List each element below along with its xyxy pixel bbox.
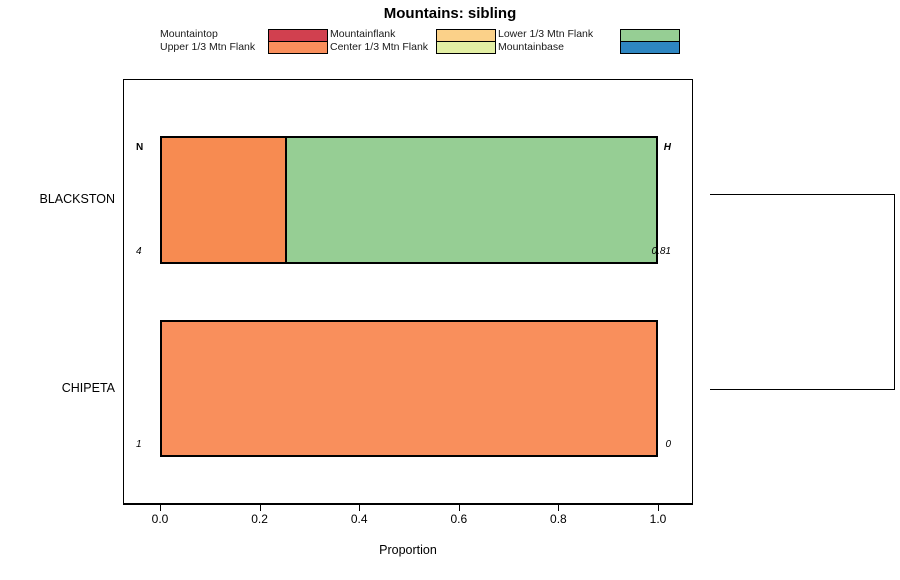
bar-annotation-h-value: 0 xyxy=(665,439,671,450)
bar-segment[interactable] xyxy=(162,322,656,455)
legend-column-2: Mountainflank Center 1/3 Mtn Flank xyxy=(330,28,498,56)
legend-swatch-group-3 xyxy=(620,29,680,54)
bar-annotation-n-value: 1 xyxy=(136,439,142,450)
page-title: Mountains: sibling xyxy=(383,5,517,22)
legend-label-lower-third: Lower 1/3 Mtn Flank xyxy=(498,28,594,40)
legend-swatch-group-2 xyxy=(436,29,496,54)
x-axis-tick-label: 0.6 xyxy=(450,512,468,526)
bar-annotation-h-value: 0.81 xyxy=(651,246,671,257)
legend: Mountaintop Upper 1/3 Mtn Flank Mountain… xyxy=(160,28,680,56)
legend-label-mountainflank: Mountainflank xyxy=(330,28,396,40)
bar-annotation-h-header: H xyxy=(663,142,671,153)
legend-swatch-group-1 xyxy=(268,29,328,54)
side-panel xyxy=(710,194,895,390)
x-axis-tick xyxy=(259,504,261,511)
x-axis-tick-label: 1.0 xyxy=(649,512,667,526)
legend-column-3-labels: Lower 1/3 Mtn Flank Mountainbase xyxy=(498,28,593,54)
bar-annotation-n-value: 4 xyxy=(136,246,142,257)
bar-segment[interactable] xyxy=(285,138,656,262)
legend-label-mountaintop: Mountaintop xyxy=(160,28,218,40)
x-axis-tick xyxy=(458,504,460,511)
x-axis-title: Proportion xyxy=(379,543,437,557)
x-axis-tick xyxy=(558,504,560,511)
legend-label-mountainbase: Mountainbase xyxy=(498,41,564,53)
legend-column-2-labels: Mountainflank Center 1/3 Mtn Flank xyxy=(330,28,428,54)
bar-segment[interactable] xyxy=(162,138,285,262)
x-axis-tick-label: 0.8 xyxy=(550,512,567,526)
legend-swatch-center-third xyxy=(437,41,495,53)
legend-column-1: Mountaintop Upper 1/3 Mtn Flank xyxy=(160,28,330,56)
legend-column-1-labels: Mountaintop Upper 1/3 Mtn Flank xyxy=(160,28,255,54)
legend-swatch-lower-third xyxy=(621,30,679,42)
stacked-bar[interactable] xyxy=(160,136,658,264)
legend-label-upper-third: Upper 1/3 Mtn Flank xyxy=(160,41,256,53)
legend-swatch-mountaintop xyxy=(269,30,327,42)
legend-swatch-mountainflank xyxy=(437,30,495,42)
y-axis-label-blackston: BLACKSTON xyxy=(39,192,116,206)
bar-annotation-n-header: N xyxy=(136,142,144,153)
legend-swatch-upper-third xyxy=(269,41,327,53)
x-axis-line xyxy=(123,504,693,505)
y-axis-label-chipeta: CHIPETA xyxy=(61,380,115,395)
x-axis-tick-label: 0.0 xyxy=(151,512,169,526)
legend-column-3: Lower 1/3 Mtn Flank Mountainbase xyxy=(498,28,680,56)
stacked-bar[interactable] xyxy=(160,320,658,457)
x-axis-tick xyxy=(359,504,361,511)
legend-swatch-mountainbase xyxy=(621,41,679,53)
x-axis-tick-label: 0.2 xyxy=(251,512,268,526)
x-axis-tick xyxy=(658,504,659,511)
x-axis-tick xyxy=(160,504,161,511)
x-axis-tick-label: 0.4 xyxy=(350,512,368,526)
y-axis-labels: BLACKSTON CHIPETA xyxy=(0,79,116,504)
legend-label-center-third: Center 1/3 Mtn Flank xyxy=(330,41,429,53)
